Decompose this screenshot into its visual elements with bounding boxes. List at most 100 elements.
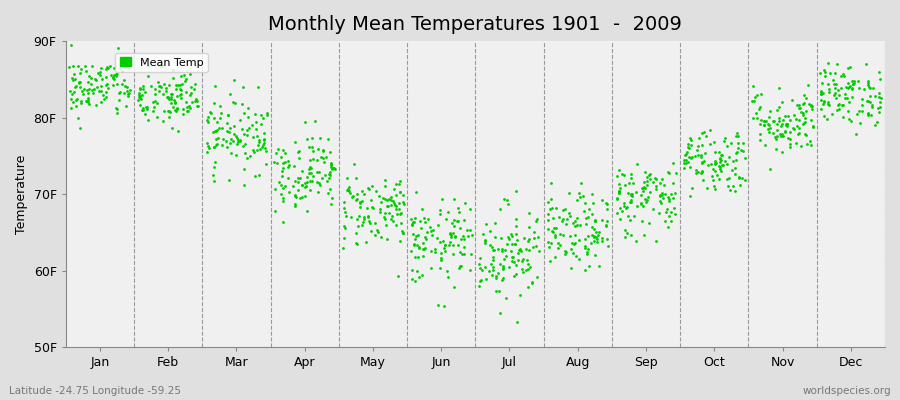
Point [562,210,576,216]
Point [456,233,471,240]
Point [814,79,829,86]
Point [555,232,570,238]
Point [444,231,458,237]
Point [300,136,314,142]
Point [387,200,401,207]
Point [513,246,527,252]
Point [496,275,510,282]
Point [729,149,743,156]
Point [628,238,643,244]
Point [321,174,336,181]
Point [720,161,734,167]
Point [138,111,152,117]
Point [761,122,776,128]
Point [409,189,423,196]
Point [276,198,291,204]
Point [274,182,288,188]
Point [339,213,354,220]
Point [457,217,472,223]
Point [472,278,487,284]
Point [155,62,169,69]
Point [463,267,477,273]
Point [305,178,320,185]
Point [418,219,433,226]
Point [230,136,245,143]
Point [679,150,693,157]
Point [414,225,428,231]
Point [587,226,601,232]
Point [855,96,869,103]
Point [378,196,392,202]
Point [292,175,307,181]
Point [827,92,842,98]
Point [177,78,192,84]
Point [422,224,436,230]
Point [754,117,769,124]
Point [433,239,447,245]
Point [690,147,705,154]
Point [506,254,520,260]
Point [392,200,406,206]
Point [450,218,464,224]
Point [587,238,601,244]
Point [648,238,662,244]
Point [820,59,834,66]
Point [223,140,238,146]
Point [407,242,421,248]
Point [220,112,235,118]
Point [150,100,165,106]
Point [441,274,455,281]
Point [215,142,230,148]
Point [578,200,592,206]
Point [452,209,466,215]
Point [820,116,834,122]
Point [595,238,609,244]
Point [721,183,735,190]
Point [78,97,93,104]
Point [300,178,314,185]
Point [64,42,78,48]
Point [90,84,104,90]
Point [212,124,226,131]
Point [599,201,614,207]
Point [165,125,179,132]
Point [697,129,711,136]
Point [708,149,723,156]
Point [287,163,302,170]
Point [201,142,215,149]
Point [814,87,828,94]
Point [591,263,606,269]
Point [378,177,392,183]
Point [612,181,626,187]
Point [791,131,806,137]
Point [706,183,721,189]
Point [308,118,322,124]
Point [316,148,330,155]
Point [491,288,506,294]
Point [183,104,197,111]
Point [504,248,518,255]
Point [513,248,527,254]
Point [440,268,454,275]
Point [825,110,840,117]
Point [775,121,789,127]
Point [328,166,342,172]
Point [727,188,742,194]
Point [530,216,544,222]
Point [594,234,608,241]
Point [151,78,166,85]
Point [541,226,555,232]
Point [396,230,410,236]
Point [509,188,524,194]
Point [636,184,651,191]
Point [837,91,851,98]
Point [623,199,637,205]
Point [306,156,320,162]
Point [190,98,204,104]
Point [220,144,234,151]
Point [443,239,457,245]
Point [638,196,652,202]
Point [232,117,247,124]
Point [572,237,586,243]
Point [294,194,309,200]
